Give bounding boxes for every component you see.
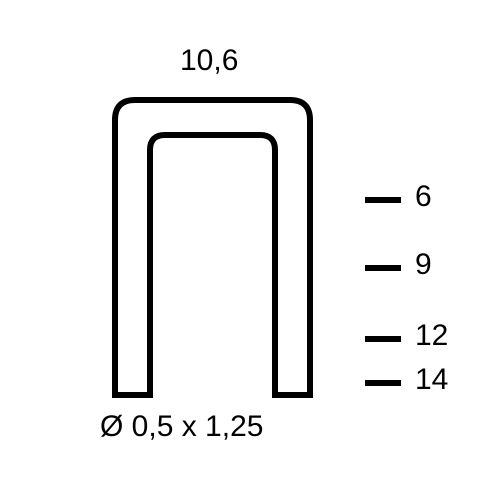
- width-label: 10,6: [180, 44, 238, 78]
- height-tick: [365, 265, 401, 271]
- height-tick: [365, 380, 401, 386]
- height-label: 6: [415, 180, 432, 214]
- staple-diagram: 10,6 Ø 0,5 x 1,25 6 9 12 14: [0, 0, 500, 500]
- height-tick: [365, 336, 401, 342]
- diameter-label: Ø 0,5 x 1,25: [100, 410, 263, 444]
- height-label: 14: [415, 363, 448, 397]
- height-tick: [365, 197, 401, 203]
- height-label: 12: [415, 319, 448, 353]
- height-label: 9: [415, 248, 432, 282]
